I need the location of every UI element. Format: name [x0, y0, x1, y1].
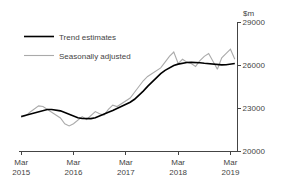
svg-text:29000: 29000 — [243, 18, 266, 27]
svg-text:20000: 20000 — [243, 147, 266, 156]
svg-text:Mar2016: Mar2016 — [65, 158, 83, 177]
svg-text:Mar2017: Mar2017 — [117, 158, 135, 177]
svg-text:26000: 26000 — [243, 61, 266, 70]
svg-text:Seasonally adjusted: Seasonally adjusted — [59, 52, 131, 61]
svg-text:Mar2019: Mar2019 — [222, 158, 240, 177]
svg-text:Trend estimates: Trend estimates — [59, 33, 116, 42]
svg-text:23000: 23000 — [243, 104, 266, 113]
svg-text:$m: $m — [243, 9, 254, 18]
svg-text:Mar2018: Mar2018 — [169, 158, 187, 177]
svg-text:Mar2015: Mar2015 — [12, 158, 30, 177]
